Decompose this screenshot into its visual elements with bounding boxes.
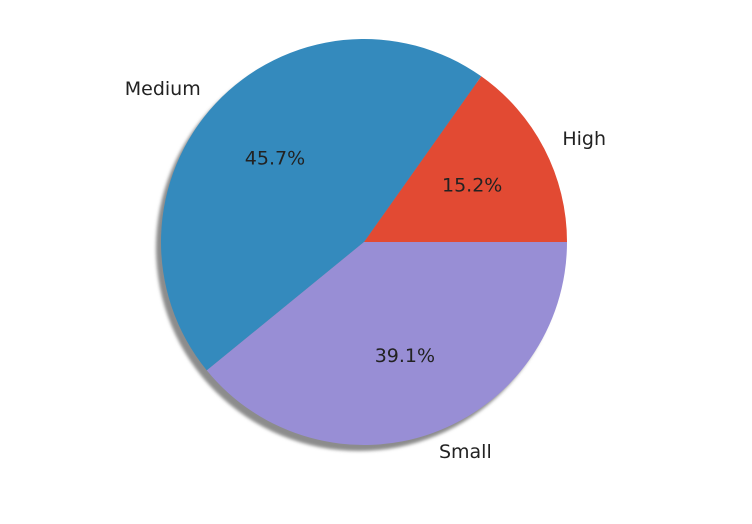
slice-percent-high: 15.2% [442, 175, 502, 197]
pie-slice-high [364, 76, 567, 242]
slice-percent-medium: 45.7% [245, 147, 305, 169]
slice-label-medium: Medium [125, 78, 201, 100]
pie-slices [161, 39, 567, 445]
slice-percent-small: 39.1% [375, 345, 435, 367]
slice-label-small: Small [439, 441, 492, 463]
pie-labels: High 15.2% Medium 45.7% Small 39.1% [125, 78, 606, 463]
pie-slice-medium [161, 39, 482, 371]
slice-label-high: High [562, 128, 606, 150]
pie-slice-small [206, 242, 567, 445]
